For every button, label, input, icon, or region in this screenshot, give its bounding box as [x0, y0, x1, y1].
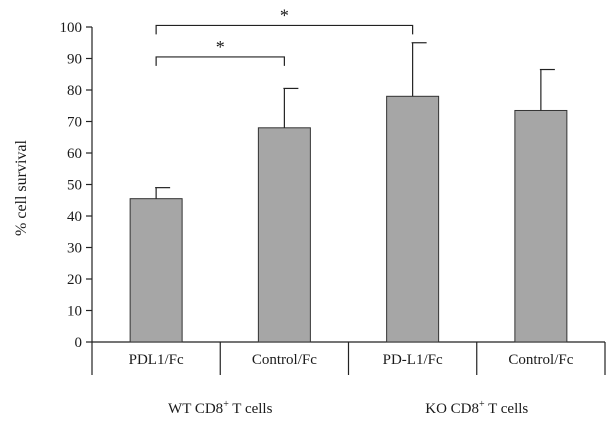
y-tick-label: 100	[60, 20, 83, 36]
category-label: PDL1/Fc	[129, 352, 184, 368]
category-label: PD-L1/Fc	[383, 352, 443, 368]
y-tick-label: 50	[67, 178, 82, 194]
bar	[130, 199, 182, 342]
bar	[258, 128, 310, 342]
y-tick-label: 40	[67, 209, 82, 225]
plot-area: 0 10 20 30 40 50 60 70 80 90 100 PDL1/Fc Control/Fc P…	[60, 5, 606, 417]
category-label: Control/Fc	[252, 352, 317, 368]
bar	[515, 110, 567, 342]
significance-star: *	[280, 5, 289, 25]
bar	[387, 96, 439, 342]
group-label: WT CD8+ T cells	[168, 399, 273, 417]
significance-star: *	[216, 37, 225, 57]
y-axis-title: % cell survival	[13, 139, 30, 236]
y-tick-label: 0	[75, 335, 83, 351]
y-tick-label: 80	[67, 83, 82, 99]
y-tick-label: 60	[67, 146, 82, 162]
y-tick-label: 10	[67, 304, 82, 320]
y-tick-label: 70	[67, 115, 82, 131]
y-tick-label: 90	[67, 52, 82, 68]
y-tick-label: 20	[67, 272, 82, 288]
group-label: KO CD8+ T cells	[425, 399, 528, 417]
significance-bracket	[156, 25, 413, 34]
y-tick-label: 30	[67, 241, 82, 257]
significance-bracket	[156, 57, 284, 66]
category-label: Control/Fc	[508, 352, 573, 368]
